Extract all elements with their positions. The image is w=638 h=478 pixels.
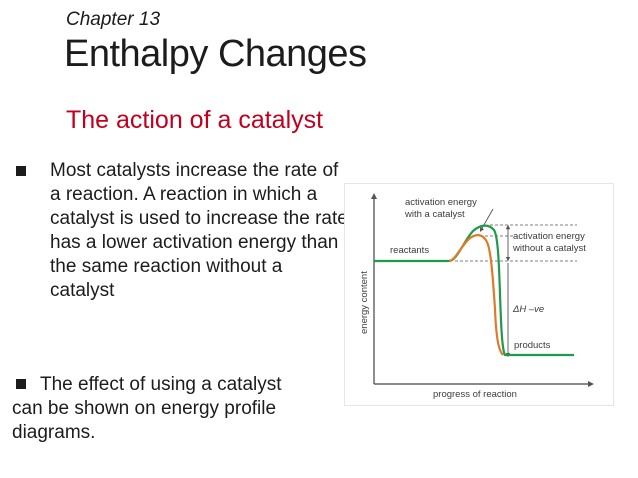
slide-subtitle: The action of a catalyst <box>66 106 324 134</box>
bullet-item: Most catalysts increase the rate of a re… <box>12 159 350 303</box>
bullet-square-icon <box>16 166 26 176</box>
bullet-text: Most catalysts increase the rate of a re… <box>50 160 348 301</box>
ea-with-catalyst-label-line1: activation energy <box>405 197 477 208</box>
catalysed-curve <box>448 234 504 356</box>
energy-profile-figure: activation energy with a catalyst activa… <box>345 184 613 405</box>
x-axis-label: progress of reaction <box>433 389 517 400</box>
ea-without-catalyst-label-line2: without a catalyst <box>512 243 586 254</box>
reactants-label: reactants <box>390 245 429 256</box>
bullet-square-icon <box>16 379 26 389</box>
products-label: products <box>514 340 551 351</box>
delta-h-label: ΔH –ve <box>512 304 544 315</box>
bullet-item: The effect of using a catalyst can be sh… <box>12 373 312 445</box>
ea-without-catalyst-label-line1: activation energy <box>513 231 585 242</box>
ea-with-catalyst-label-line2: with a catalyst <box>404 209 465 220</box>
chapter-label: Chapter 13 <box>66 9 161 30</box>
slide-title: Enthalpy Changes <box>64 33 367 75</box>
y-axis-label: energy content <box>359 271 370 334</box>
bullet-text: The effect of using a catalyst can be sh… <box>12 374 282 443</box>
energy-profile-diagram: activation energy with a catalyst activa… <box>359 193 594 400</box>
